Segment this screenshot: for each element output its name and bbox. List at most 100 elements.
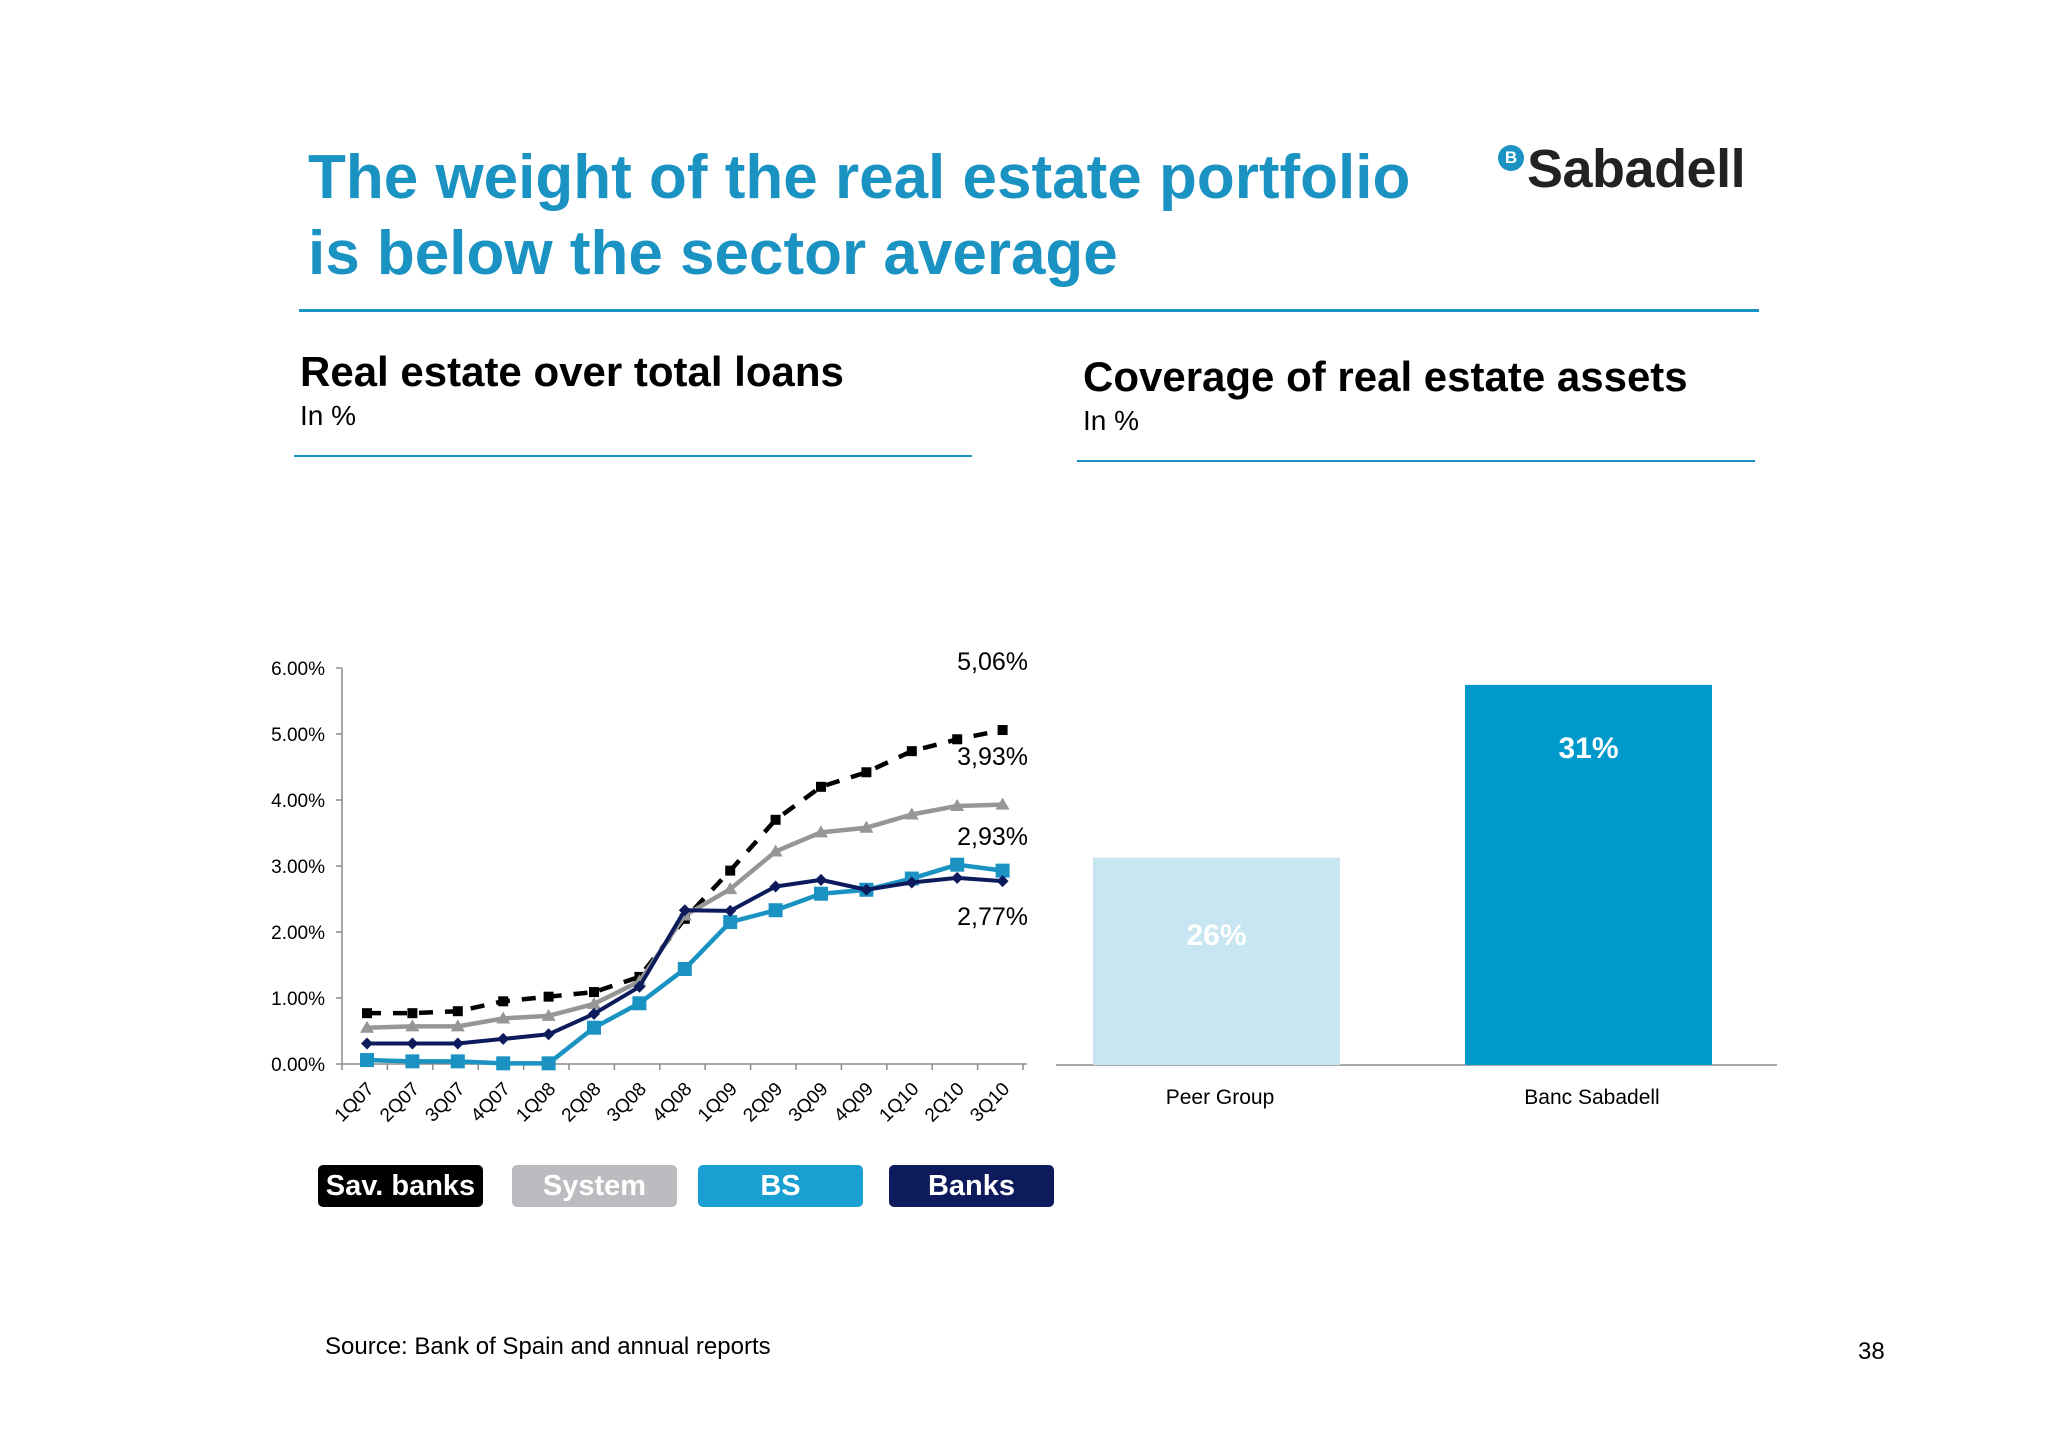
end-value-label: 3,93% bbox=[957, 743, 1028, 771]
series-point bbox=[407, 1008, 418, 1019]
series-point bbox=[905, 876, 918, 889]
series-point bbox=[770, 814, 781, 825]
series-point bbox=[360, 1053, 374, 1068]
logo-text: Sabadell bbox=[1527, 139, 1746, 199]
x-tick-label: 3Q07 bbox=[422, 1079, 470, 1127]
series-point bbox=[723, 882, 738, 895]
legend-bs: BS bbox=[698, 1165, 863, 1207]
series-point bbox=[677, 961, 692, 976]
series-point bbox=[997, 725, 1008, 736]
series-point bbox=[362, 1008, 372, 1019]
right-panel-subtitle: In % bbox=[1083, 405, 1140, 436]
y-tick-label: 6.00% bbox=[271, 659, 325, 680]
sabadell-logo: B Sabadell bbox=[1498, 138, 1746, 200]
series-point bbox=[768, 844, 783, 857]
y-tick-label: 0.00% bbox=[271, 1055, 325, 1076]
series-point bbox=[724, 904, 737, 917]
series-point bbox=[498, 996, 509, 1007]
series-point bbox=[405, 1054, 420, 1069]
series-point bbox=[496, 1011, 511, 1024]
series-line-3 bbox=[367, 875, 1003, 1046]
series-point bbox=[406, 1037, 419, 1050]
series-point bbox=[496, 1056, 511, 1071]
x-tick-label: 4Q09 bbox=[830, 1079, 878, 1127]
bar-category-label: Peer Group bbox=[1166, 1086, 1275, 1109]
series-point bbox=[906, 746, 917, 757]
end-value-label: 2,93% bbox=[957, 823, 1028, 851]
series-point bbox=[995, 797, 1010, 810]
x-tick-label: 4Q08 bbox=[649, 1079, 697, 1127]
series-point bbox=[543, 991, 554, 1002]
x-tick-label: 2Q08 bbox=[558, 1079, 606, 1127]
series-point bbox=[678, 904, 691, 917]
series-point bbox=[588, 1007, 600, 1020]
series-point bbox=[542, 1028, 555, 1041]
legend-system: System bbox=[512, 1165, 677, 1207]
y-tick-label: 2.00% bbox=[271, 923, 325, 944]
series-point bbox=[952, 734, 963, 745]
slide-title-line-2: is below the sector average bbox=[308, 219, 1118, 288]
x-tick-label: 3Q08 bbox=[603, 1079, 651, 1127]
x-tick-label: 2Q07 bbox=[376, 1079, 424, 1127]
x-tick-label: 1Q09 bbox=[694, 1079, 742, 1127]
series-point bbox=[541, 1056, 556, 1071]
series-point bbox=[405, 1019, 420, 1032]
logo-badge-icon: B bbox=[1498, 145, 1524, 171]
bar-data-label: 26% bbox=[1186, 919, 1246, 952]
series-point bbox=[950, 857, 965, 872]
series-point bbox=[497, 1032, 510, 1045]
series-point bbox=[451, 1037, 464, 1050]
series-point bbox=[587, 1020, 601, 1035]
series-point bbox=[951, 871, 964, 884]
series-point bbox=[450, 1019, 465, 1032]
bar-chart: 26% Peer Group 31% Banc Sabadell bbox=[1056, 684, 1777, 1109]
series-point bbox=[815, 873, 827, 886]
series-point bbox=[541, 1008, 556, 1021]
series-point bbox=[633, 980, 646, 993]
x-tick-label: 1Q08 bbox=[512, 1079, 560, 1127]
right-panel-divider bbox=[1077, 460, 1755, 462]
line-chart: 0.00%1.00%2.00%3.00%4.00%5.00%6.00%1Q072… bbox=[271, 648, 1028, 1126]
bar-0 bbox=[1093, 857, 1340, 1065]
x-tick-label: 4Q07 bbox=[467, 1079, 515, 1127]
series-point bbox=[632, 996, 647, 1011]
series-point bbox=[452, 1006, 463, 1017]
series-point bbox=[860, 883, 873, 896]
series-point bbox=[950, 798, 965, 811]
series-point bbox=[769, 880, 782, 893]
series-point bbox=[814, 886, 828, 901]
bar-1 bbox=[1465, 684, 1712, 1065]
y-tick-label: 1.00% bbox=[271, 989, 325, 1010]
series-point bbox=[361, 1037, 373, 1050]
series-point bbox=[360, 1020, 374, 1033]
left-panel-divider bbox=[294, 455, 972, 457]
series-point bbox=[723, 915, 738, 930]
x-tick-label: 3Q09 bbox=[785, 1079, 833, 1127]
series-point bbox=[450, 1054, 465, 1069]
x-tick-label: 1Q10 bbox=[876, 1079, 924, 1127]
series-point bbox=[816, 781, 826, 792]
left-panel-title: Real estate over total loans bbox=[300, 348, 844, 395]
title-divider bbox=[299, 309, 1759, 312]
series-point bbox=[996, 875, 1009, 888]
right-panel-title: Coverage of real estate assets bbox=[1083, 353, 1688, 400]
series-point bbox=[861, 767, 872, 778]
series-point bbox=[859, 820, 874, 833]
left-panel-subtitle: In % bbox=[300, 400, 357, 431]
x-tick-label: 2Q09 bbox=[739, 1079, 787, 1127]
slide-title: The weight of the real estate portfolio … bbox=[308, 140, 1458, 292]
series-point bbox=[768, 903, 783, 918]
y-tick-label: 3.00% bbox=[271, 857, 325, 878]
x-tick-label: 1Q07 bbox=[331, 1079, 379, 1127]
series-point bbox=[587, 996, 601, 1009]
x-tick-label: 2Q10 bbox=[921, 1079, 969, 1127]
series-point bbox=[814, 825, 828, 838]
bar-data-label: 31% bbox=[1558, 732, 1618, 765]
slide-title-line-1: The weight of the real estate portfolio bbox=[308, 143, 1411, 212]
series-point bbox=[589, 987, 599, 998]
end-value-label: 2,77% bbox=[957, 903, 1028, 931]
page-number: 38 bbox=[1858, 1338, 1885, 1365]
end-value-label: 5,06% bbox=[957, 648, 1028, 676]
x-tick-label: 3Q10 bbox=[966, 1079, 1014, 1127]
